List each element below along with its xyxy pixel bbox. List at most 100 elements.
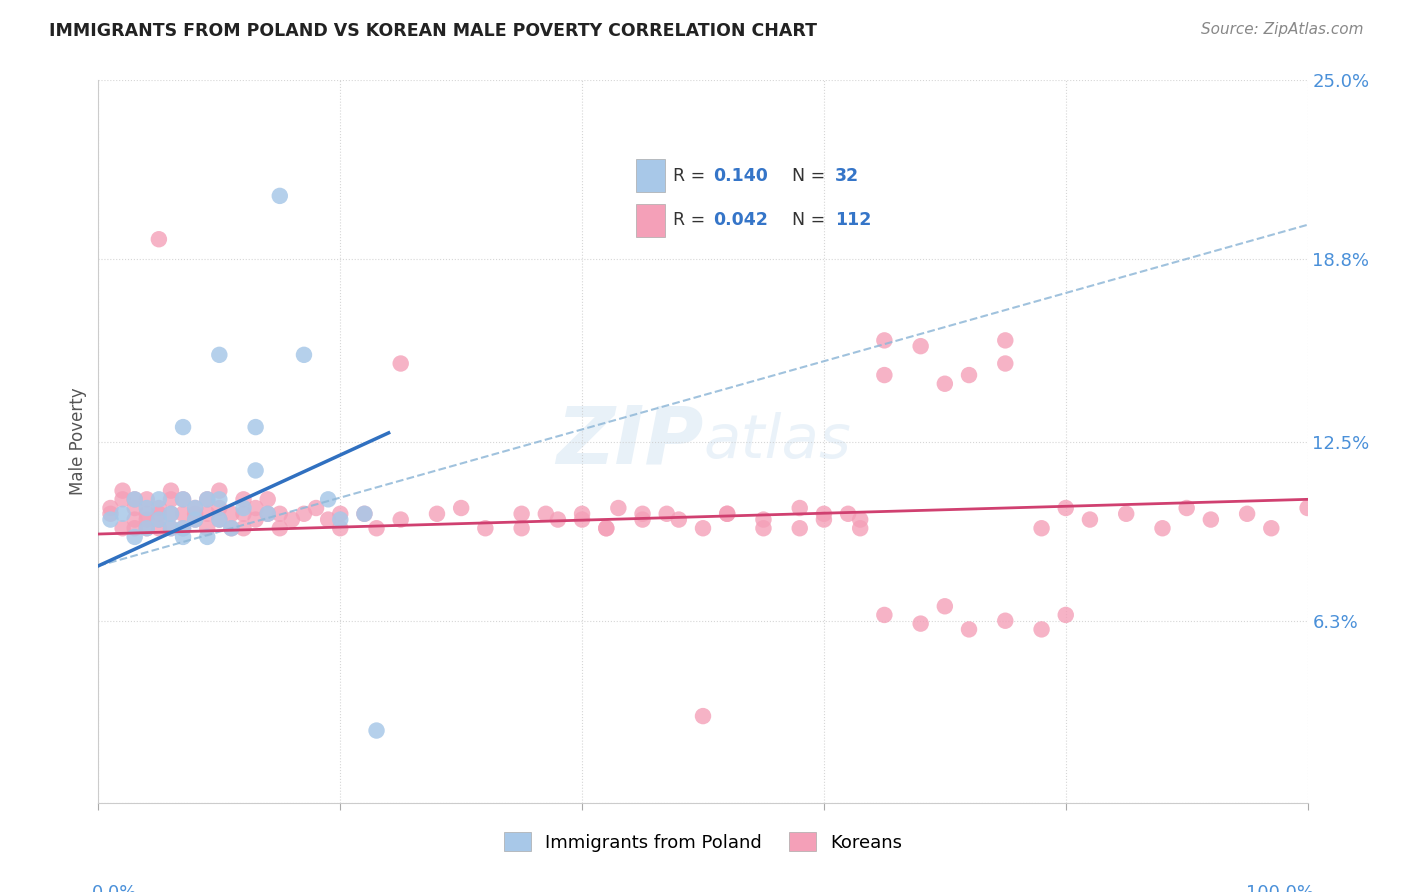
Point <box>135 507 157 521</box>
Point <box>849 521 872 535</box>
Point <box>232 521 254 535</box>
Point <box>1031 521 1053 535</box>
Point <box>1260 521 1282 535</box>
Point <box>172 492 194 507</box>
Point <box>292 507 315 521</box>
Point <box>172 530 194 544</box>
Point <box>994 614 1017 628</box>
Point <box>716 507 738 521</box>
Y-axis label: Male Poverty: Male Poverty <box>69 388 87 495</box>
Point <box>389 512 412 526</box>
Point <box>353 507 375 521</box>
Text: 0.140: 0.140 <box>713 167 768 185</box>
Point <box>208 348 231 362</box>
Point <box>111 483 134 498</box>
Point <box>148 501 170 516</box>
Point <box>655 507 678 521</box>
Point <box>571 507 593 521</box>
Point <box>221 507 243 521</box>
Text: N =: N = <box>792 167 831 185</box>
FancyBboxPatch shape <box>637 203 665 237</box>
Point <box>160 521 183 535</box>
Point <box>172 521 194 535</box>
Point <box>148 521 170 535</box>
Point <box>366 723 388 738</box>
Point <box>245 463 267 477</box>
Point <box>692 521 714 535</box>
Point <box>281 512 304 526</box>
Point <box>148 492 170 507</box>
Point <box>100 507 122 521</box>
Point <box>195 507 218 521</box>
Point <box>172 420 194 434</box>
Point <box>160 521 183 535</box>
Point <box>366 521 388 535</box>
Point <box>910 616 932 631</box>
Point <box>631 507 654 521</box>
Text: IMMIGRANTS FROM POLAND VS KOREAN MALE POVERTY CORRELATION CHART: IMMIGRANTS FROM POLAND VS KOREAN MALE PO… <box>49 22 817 40</box>
Point <box>100 512 122 526</box>
Point <box>305 501 328 516</box>
Point <box>1115 507 1137 521</box>
FancyBboxPatch shape <box>637 159 665 193</box>
Point <box>172 521 194 535</box>
Point <box>607 501 630 516</box>
Text: 32: 32 <box>835 167 859 185</box>
Point <box>232 492 254 507</box>
Point <box>148 232 170 246</box>
Point <box>292 348 315 362</box>
Point <box>269 189 291 203</box>
Point <box>934 376 956 391</box>
Point <box>1199 512 1222 526</box>
Point <box>124 530 146 544</box>
Point <box>148 512 170 526</box>
Point <box>1152 521 1174 535</box>
Point <box>1296 501 1319 516</box>
Point <box>1236 507 1258 521</box>
Point <box>1031 623 1053 637</box>
Point <box>135 501 157 516</box>
Point <box>534 507 557 521</box>
Point <box>873 368 896 382</box>
Text: N =: N = <box>792 211 831 229</box>
Point <box>873 607 896 622</box>
Point <box>752 521 775 535</box>
Point <box>329 521 352 535</box>
Point <box>124 492 146 507</box>
Point <box>1175 501 1198 516</box>
Point <box>571 512 593 526</box>
Point <box>994 357 1017 371</box>
Point <box>195 521 218 535</box>
Point <box>221 521 243 535</box>
Text: 0.0%: 0.0% <box>93 884 138 892</box>
Point <box>124 521 146 535</box>
Point <box>873 334 896 348</box>
Text: R =: R = <box>673 167 711 185</box>
Point <box>450 501 472 516</box>
Point <box>232 501 254 516</box>
Text: ZIP: ZIP <box>555 402 703 481</box>
Point <box>316 492 339 507</box>
Point <box>957 368 980 382</box>
Point <box>510 507 533 521</box>
Point <box>1078 512 1101 526</box>
Point <box>148 512 170 526</box>
Point <box>934 599 956 614</box>
Point <box>389 357 412 371</box>
Point <box>135 512 157 526</box>
Point <box>510 521 533 535</box>
Point <box>474 521 496 535</box>
Text: R =: R = <box>673 211 711 229</box>
Point <box>111 492 134 507</box>
Point <box>160 492 183 507</box>
Point <box>208 492 231 507</box>
Point <box>172 492 194 507</box>
Text: 100.0%: 100.0% <box>1246 884 1313 892</box>
Text: 0.042: 0.042 <box>713 211 768 229</box>
Point <box>208 512 231 526</box>
Point <box>135 492 157 507</box>
Point <box>184 501 207 516</box>
Point <box>813 512 835 526</box>
Point <box>256 507 278 521</box>
Point <box>849 512 872 526</box>
